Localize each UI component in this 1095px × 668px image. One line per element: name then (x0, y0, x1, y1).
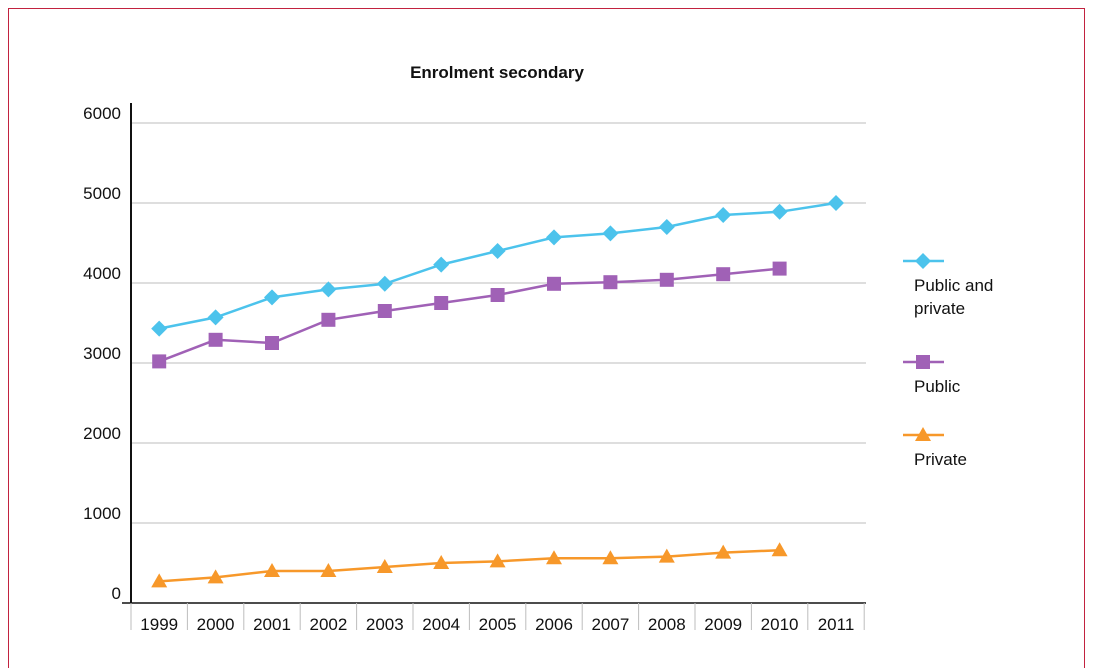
data-point (320, 281, 337, 298)
data-point (151, 320, 168, 337)
legend-label: Public and private (914, 276, 993, 318)
data-point (489, 553, 506, 568)
x-tick-label: 2003 (366, 615, 404, 634)
y-tick-label: 0 (112, 584, 121, 603)
data-point (151, 573, 168, 588)
x-tick-label: 2000 (197, 615, 235, 634)
legend-item: Public (903, 355, 961, 396)
data-point (208, 332, 223, 347)
x-tick-label: 2010 (761, 615, 799, 634)
x-tick-label: 2002 (309, 615, 347, 634)
data-point (715, 544, 732, 559)
data-point (659, 272, 674, 287)
data-point (602, 225, 619, 242)
legend-label: Public (914, 377, 961, 396)
series-2 (151, 542, 788, 588)
x-tick-label: 2008 (648, 615, 686, 634)
x-tick-label: 2009 (704, 615, 742, 634)
series-0 (151, 195, 844, 337)
chart-title: Enrolment secondary (410, 63, 584, 82)
x-tick-label: 2005 (479, 615, 517, 634)
legend-marker (915, 427, 931, 441)
x-axis-ticks: 1999 2000 2001 2002 2003 2004 2005 2006 2007 2008… (130, 603, 865, 634)
data-point (377, 304, 392, 318)
legend-marker (916, 355, 930, 369)
y-tick-label: 6000 (83, 104, 121, 123)
legend-marker (915, 253, 931, 269)
x-tick-label: 2007 (591, 615, 629, 634)
series-line (158, 201, 837, 330)
data-point (602, 550, 619, 565)
data-point (321, 312, 336, 327)
data-point (433, 256, 450, 273)
axes (122, 103, 866, 604)
series-line (159, 548, 780, 583)
data-point (547, 276, 561, 291)
data-point (603, 275, 618, 290)
x-tick-label: 1999 (140, 615, 178, 634)
data-point (207, 569, 224, 584)
x-tick-label: 2004 (422, 615, 460, 634)
data-point (716, 267, 731, 282)
data-point (771, 203, 788, 220)
data-point (376, 275, 393, 292)
x-tick-label: 2001 (253, 615, 291, 634)
data-point (771, 542, 788, 557)
data-point (265, 336, 279, 350)
x-tick-label: 2006 (535, 615, 573, 634)
series-1 (152, 261, 787, 369)
gridlines (131, 122, 866, 524)
y-tick-label: 3000 (83, 344, 121, 363)
series-line (158, 267, 780, 363)
data-point (546, 550, 562, 565)
data-point (546, 229, 562, 246)
data-point (264, 563, 280, 577)
y-tick-label: 2000 (83, 424, 121, 443)
data-point (320, 563, 337, 577)
y-axis-ticks: 0 1000 2000 3000 4000 5000 6000 (83, 104, 121, 603)
data-point (772, 261, 787, 276)
y-tick-label: 4000 (83, 264, 121, 283)
legend-item: Private (903, 427, 967, 469)
x-tick-label: 2011 (818, 615, 855, 634)
data-point (658, 219, 675, 235)
data-point (264, 289, 280, 306)
data-point (828, 195, 844, 211)
data-point (489, 243, 506, 259)
data-point (376, 559, 393, 573)
series-group (151, 195, 844, 588)
legend-item: Public and private (903, 253, 993, 318)
data-point (490, 288, 505, 302)
y-tick-label: 5000 (83, 184, 121, 203)
legend-label: Private (914, 450, 967, 469)
data-point (658, 548, 675, 563)
data-point (433, 555, 450, 569)
legend: Public and private Public Private (903, 253, 993, 469)
data-point (152, 354, 167, 369)
data-point (434, 296, 449, 310)
y-tick-label: 1000 (83, 504, 121, 523)
data-point (715, 207, 732, 223)
data-point (207, 309, 224, 326)
